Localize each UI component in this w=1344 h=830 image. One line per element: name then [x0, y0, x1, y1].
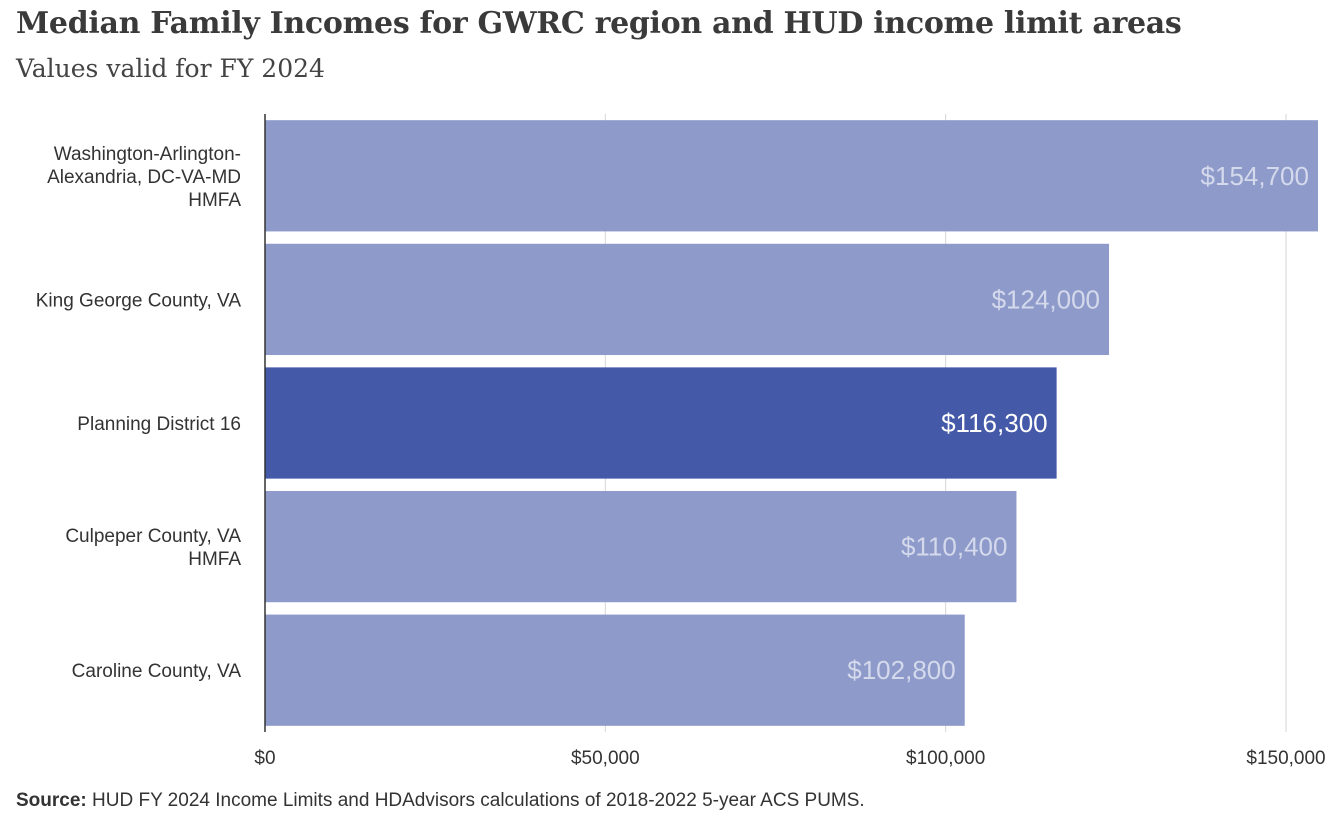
data-label: $110,400 [901, 532, 1008, 562]
source-label: Source: [16, 790, 87, 811]
bar [265, 367, 1057, 479]
chart-subtitle: Values valid for FY 2024 [16, 54, 325, 83]
bar [265, 490, 1017, 603]
category-label: Culpeper County, VA HMFA [65, 526, 241, 570]
chart-title: Median Family Incomes for GWRC region an… [16, 6, 1182, 41]
x-tick-label: $0 [254, 748, 275, 769]
data-label: $154,700 [1201, 161, 1309, 191]
category-label: King George County, VA [36, 290, 242, 311]
data-label: $102,800 [847, 655, 955, 685]
data-label: $116,300 [941, 408, 1048, 438]
bar [265, 243, 1110, 356]
source-text: HUD FY 2024 Income Limits and HDAdvisors… [86, 790, 865, 811]
category-labels: Washington-Arlington-Alexandria, DC-VA-M… [36, 144, 242, 682]
x-tick-label: $150,000 [1246, 748, 1325, 769]
bar [265, 120, 1318, 232]
category-label: Caroline County, VA [72, 661, 242, 682]
bar [265, 614, 965, 726]
category-label: Washington-Arlington-Alexandria, DC-VA-M… [47, 144, 241, 211]
data-label: $124,000 [992, 284, 1100, 314]
category-label: Planning District 16 [77, 414, 241, 435]
x-axis: $0 $50,000 $100,000 $150,000 [254, 114, 1326, 769]
source-note: Source: HUD FY 2024 Income Limits and HD… [16, 790, 865, 812]
bars: $154,700 $124,000 $116,300 $110,400 $102,800 [265, 120, 1318, 726]
x-tick-label: $50,000 [571, 748, 640, 769]
x-tick-label: $100,000 [906, 748, 985, 769]
